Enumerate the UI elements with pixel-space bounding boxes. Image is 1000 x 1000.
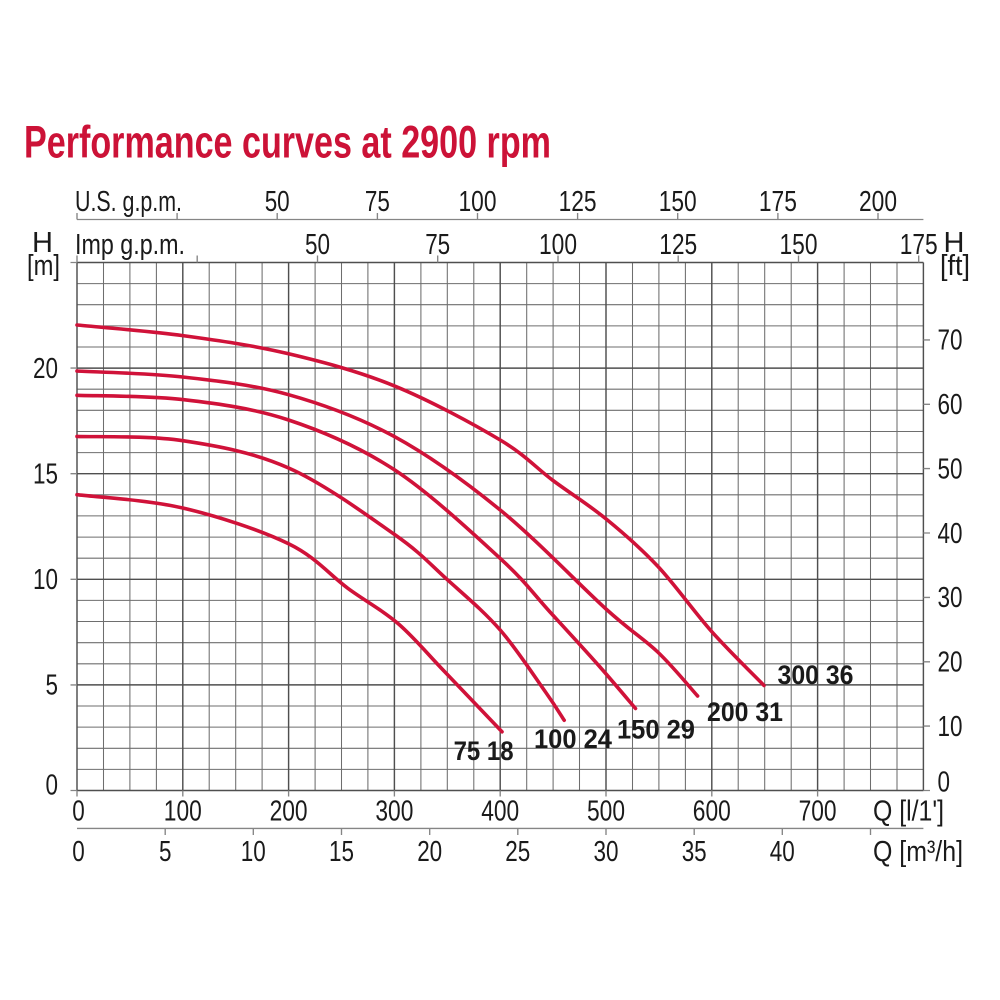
svg-text:60: 60 <box>938 389 963 421</box>
svg-text:0: 0 <box>72 796 85 828</box>
svg-text:30: 30 <box>938 582 963 614</box>
svg-text:20: 20 <box>417 836 442 868</box>
svg-text:200 31: 200 31 <box>707 697 783 727</box>
svg-text:0: 0 <box>72 836 85 868</box>
svg-text:75 18: 75 18 <box>454 736 514 766</box>
svg-text:175: 175 <box>759 186 797 218</box>
svg-text:200: 200 <box>270 796 308 828</box>
svg-text:Q [m³/h]: Q [m³/h] <box>873 836 963 868</box>
svg-text:100: 100 <box>459 186 497 218</box>
svg-text:500: 500 <box>587 796 625 828</box>
svg-text:50: 50 <box>265 186 290 218</box>
svg-text:10: 10 <box>241 836 266 868</box>
svg-text:15: 15 <box>33 458 58 490</box>
svg-text:0: 0 <box>938 767 951 799</box>
svg-text:20: 20 <box>938 647 963 679</box>
svg-text:H: H <box>944 227 965 259</box>
svg-text:[ft]: [ft] <box>940 250 970 282</box>
svg-text:H: H <box>32 227 53 259</box>
svg-text:10: 10 <box>33 564 58 596</box>
svg-text:150: 150 <box>659 186 697 218</box>
svg-text:10: 10 <box>938 711 963 743</box>
svg-text:50: 50 <box>938 453 963 485</box>
svg-text:70: 70 <box>938 325 963 357</box>
svg-text:300 36: 300 36 <box>778 660 854 690</box>
svg-text:50: 50 <box>305 229 330 261</box>
svg-text:0: 0 <box>46 770 59 802</box>
svg-text:30: 30 <box>594 836 619 868</box>
svg-text:15: 15 <box>329 836 354 868</box>
svg-text:100: 100 <box>539 229 577 261</box>
svg-text:35: 35 <box>682 836 707 868</box>
svg-text:75: 75 <box>365 186 390 218</box>
svg-text:100: 100 <box>164 796 202 828</box>
svg-text:125: 125 <box>559 186 597 218</box>
svg-text:Q [l/1']: Q [l/1'] <box>873 796 944 828</box>
svg-text:Performance curves at 2900 rpm: Performance curves at 2900 rpm <box>24 117 551 168</box>
svg-text:5: 5 <box>159 836 172 868</box>
svg-text:200: 200 <box>859 186 897 218</box>
svg-text:75: 75 <box>425 229 450 261</box>
svg-text:300: 300 <box>375 796 413 828</box>
svg-text:150 29: 150 29 <box>617 715 695 745</box>
svg-text:700: 700 <box>799 796 837 828</box>
svg-text:20: 20 <box>33 353 58 385</box>
svg-text:[m]: [m] <box>27 250 60 282</box>
svg-text:40: 40 <box>938 518 963 550</box>
svg-text:25: 25 <box>505 836 530 868</box>
svg-text:400: 400 <box>481 796 519 828</box>
svg-text:600: 600 <box>693 796 731 828</box>
svg-text:40: 40 <box>770 836 795 868</box>
svg-text:100 24: 100 24 <box>534 724 612 754</box>
svg-text:5: 5 <box>46 670 59 702</box>
svg-text:Imp g.p.m.: Imp g.p.m. <box>75 229 185 261</box>
svg-text:175: 175 <box>900 229 938 261</box>
svg-text:150: 150 <box>780 229 818 261</box>
svg-text:U.S. g.p.m.: U.S. g.p.m. <box>75 186 182 218</box>
svg-text:125: 125 <box>659 229 697 261</box>
